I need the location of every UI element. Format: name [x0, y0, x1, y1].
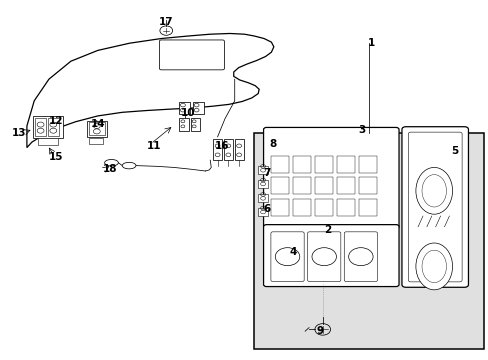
FancyBboxPatch shape: [263, 127, 398, 229]
FancyBboxPatch shape: [359, 156, 376, 173]
Text: 13: 13: [12, 128, 27, 138]
FancyBboxPatch shape: [48, 118, 59, 136]
Ellipse shape: [415, 243, 452, 290]
Text: 16: 16: [215, 141, 229, 151]
Text: 1: 1: [367, 38, 374, 48]
Text: 18: 18: [102, 164, 117, 174]
FancyBboxPatch shape: [193, 102, 203, 114]
FancyBboxPatch shape: [190, 118, 200, 131]
FancyBboxPatch shape: [359, 199, 376, 216]
FancyBboxPatch shape: [315, 177, 332, 194]
FancyBboxPatch shape: [271, 156, 288, 173]
FancyBboxPatch shape: [263, 225, 398, 287]
FancyBboxPatch shape: [89, 138, 102, 144]
Text: 15: 15: [49, 152, 63, 162]
FancyBboxPatch shape: [337, 156, 354, 173]
Text: 12: 12: [49, 116, 63, 126]
Bar: [254, 133, 483, 349]
FancyBboxPatch shape: [213, 139, 222, 160]
Text: 9: 9: [316, 326, 323, 336]
FancyBboxPatch shape: [293, 156, 310, 173]
Text: 5: 5: [450, 146, 457, 156]
FancyBboxPatch shape: [159, 40, 224, 70]
Text: 10: 10: [181, 108, 195, 118]
FancyBboxPatch shape: [271, 177, 288, 194]
FancyBboxPatch shape: [258, 180, 267, 188]
FancyBboxPatch shape: [293, 199, 310, 216]
Text: 7: 7: [262, 168, 270, 178]
Text: 17: 17: [159, 17, 173, 27]
Text: 3: 3: [358, 125, 365, 135]
FancyBboxPatch shape: [315, 199, 332, 216]
FancyBboxPatch shape: [315, 156, 332, 173]
FancyBboxPatch shape: [87, 121, 106, 137]
Text: 11: 11: [146, 141, 161, 151]
FancyBboxPatch shape: [359, 177, 376, 194]
FancyBboxPatch shape: [271, 199, 288, 216]
FancyBboxPatch shape: [293, 177, 310, 194]
FancyBboxPatch shape: [35, 118, 46, 136]
Ellipse shape: [421, 250, 446, 283]
FancyBboxPatch shape: [179, 102, 190, 114]
FancyBboxPatch shape: [224, 139, 232, 160]
Text: 14: 14: [90, 119, 105, 129]
FancyBboxPatch shape: [337, 199, 354, 216]
Text: 4: 4: [289, 247, 297, 257]
FancyBboxPatch shape: [270, 232, 304, 282]
FancyBboxPatch shape: [33, 116, 62, 138]
FancyBboxPatch shape: [337, 177, 354, 194]
FancyBboxPatch shape: [344, 232, 377, 282]
Ellipse shape: [415, 167, 452, 214]
FancyBboxPatch shape: [179, 118, 189, 131]
Ellipse shape: [104, 159, 118, 166]
FancyBboxPatch shape: [407, 132, 461, 282]
FancyBboxPatch shape: [234, 139, 243, 160]
FancyBboxPatch shape: [307, 232, 340, 282]
FancyBboxPatch shape: [258, 194, 267, 202]
Ellipse shape: [421, 175, 446, 207]
FancyBboxPatch shape: [89, 122, 104, 135]
Text: 6: 6: [263, 204, 269, 214]
FancyBboxPatch shape: [38, 138, 58, 145]
Ellipse shape: [122, 162, 136, 169]
FancyBboxPatch shape: [258, 166, 267, 174]
FancyBboxPatch shape: [401, 127, 468, 287]
Text: 2: 2: [324, 225, 330, 235]
Text: 8: 8: [269, 139, 276, 149]
FancyBboxPatch shape: [258, 208, 267, 216]
